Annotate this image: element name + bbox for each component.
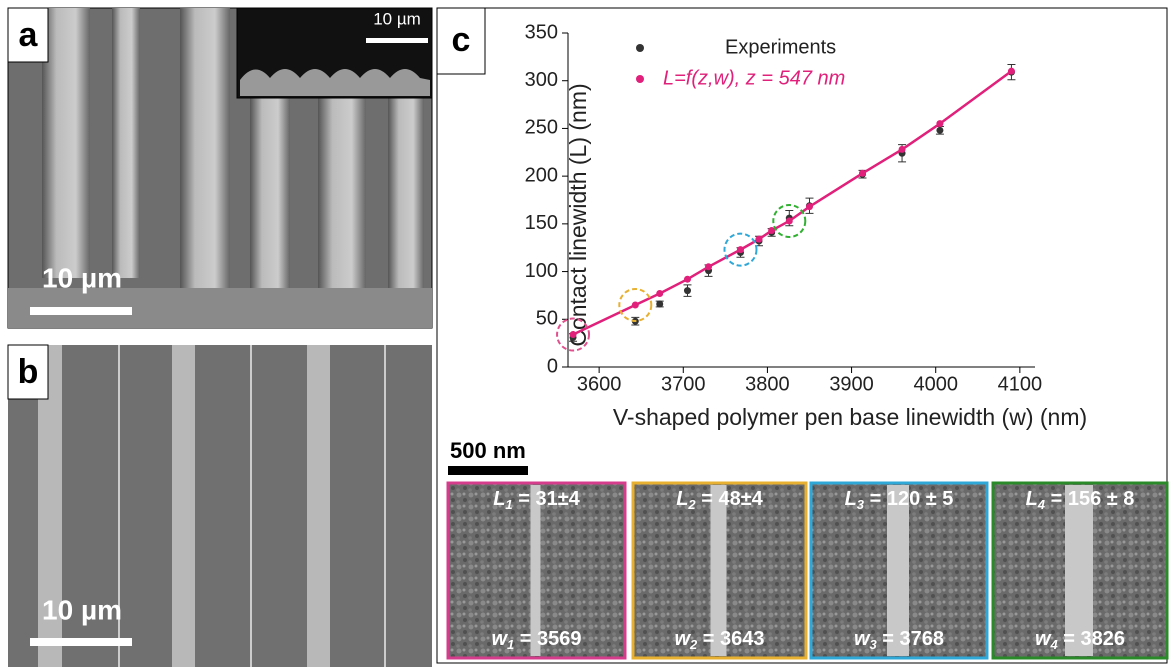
point bbox=[656, 301, 663, 308]
value: = 48±4 bbox=[696, 488, 764, 510]
legend-marker bbox=[636, 44, 644, 52]
value: = 3826 bbox=[1058, 628, 1125, 650]
point bbox=[632, 301, 639, 308]
legend-marker bbox=[636, 75, 644, 83]
symbol: w bbox=[854, 628, 871, 650]
point bbox=[936, 127, 943, 134]
value: = 3569 bbox=[514, 628, 581, 650]
symbol: L bbox=[493, 488, 505, 510]
y-tick-label: 150 bbox=[525, 212, 558, 234]
y-tick-label: 300 bbox=[525, 69, 558, 91]
legend-label: L=f(z,w), z = 547 nm bbox=[663, 67, 845, 89]
symbol: w bbox=[1035, 628, 1052, 650]
image-label: w3 = 3768 bbox=[854, 628, 944, 652]
point bbox=[1008, 68, 1015, 75]
symbol: L bbox=[845, 488, 857, 510]
x-axis-title: V-shaped polymer pen base linewidth (w) … bbox=[613, 404, 1087, 430]
value: = 120 ± 5 bbox=[864, 488, 953, 510]
subscript: 1 bbox=[507, 637, 514, 652]
point bbox=[899, 146, 906, 153]
figure: a 10 µm 10 µm b 10 µm c 500 nm 0 50 100 150… bbox=[0, 0, 1174, 667]
symbol: L bbox=[1026, 488, 1038, 510]
image-label: w1 = 3569 bbox=[491, 628, 581, 652]
value: = 3768 bbox=[877, 628, 944, 650]
symbol: w bbox=[491, 628, 508, 650]
point bbox=[859, 170, 866, 177]
chart: 0 50 100 150 200 250 300 350 3600 3700 3800 3900 400… bbox=[525, 21, 1088, 430]
panel-label: a bbox=[19, 16, 39, 54]
x-tick-label: 4100 bbox=[998, 373, 1043, 395]
subscript: 1 bbox=[505, 497, 512, 512]
panel-label: b bbox=[18, 353, 39, 391]
legend-label: Experiments bbox=[725, 36, 836, 58]
point bbox=[656, 290, 663, 297]
symbol: w bbox=[674, 628, 691, 650]
value: = 31±4 bbox=[513, 488, 581, 510]
fit-line bbox=[573, 71, 1011, 334]
value: = 156 ± 8 bbox=[1045, 488, 1134, 510]
point bbox=[705, 263, 712, 270]
point bbox=[756, 236, 763, 243]
x-tick-label: 3600 bbox=[577, 373, 622, 395]
y-tick-label: 0 bbox=[547, 355, 558, 377]
scale-label: 10 µm bbox=[42, 594, 122, 625]
point bbox=[684, 287, 691, 294]
panel-a: a 10 µm 10 µm bbox=[8, 8, 432, 328]
point bbox=[737, 246, 744, 253]
image-label: w2 = 3643 bbox=[674, 628, 764, 652]
symbol: L bbox=[676, 488, 688, 510]
y-tick-label: 350 bbox=[525, 21, 558, 43]
point bbox=[570, 331, 577, 338]
y-tick-label: 50 bbox=[536, 308, 558, 330]
y-tick-label: 100 bbox=[525, 260, 558, 282]
point bbox=[786, 217, 793, 224]
y-tick-label: 200 bbox=[525, 164, 558, 186]
panel-b: b 10 µm bbox=[8, 345, 432, 667]
x-tick-label: 3900 bbox=[829, 373, 874, 395]
x-tick-label: 3800 bbox=[745, 373, 790, 395]
point bbox=[684, 276, 691, 283]
y-tick-label: 250 bbox=[525, 117, 558, 139]
x-tick-label: 3700 bbox=[661, 373, 706, 395]
y-axis-title: Contact linewidth (L) (nm) bbox=[565, 83, 591, 346]
panel-label: c bbox=[452, 21, 471, 59]
scale-label: 10 µm bbox=[42, 262, 122, 293]
scale-label: 500 nm bbox=[450, 438, 526, 463]
point bbox=[936, 120, 943, 127]
point bbox=[806, 203, 813, 210]
value: = 3643 bbox=[697, 628, 764, 650]
x-tick-label: 4000 bbox=[913, 373, 958, 395]
scale-label: 10 µm bbox=[373, 9, 421, 28]
image-label: w4 = 3826 bbox=[1035, 628, 1125, 652]
